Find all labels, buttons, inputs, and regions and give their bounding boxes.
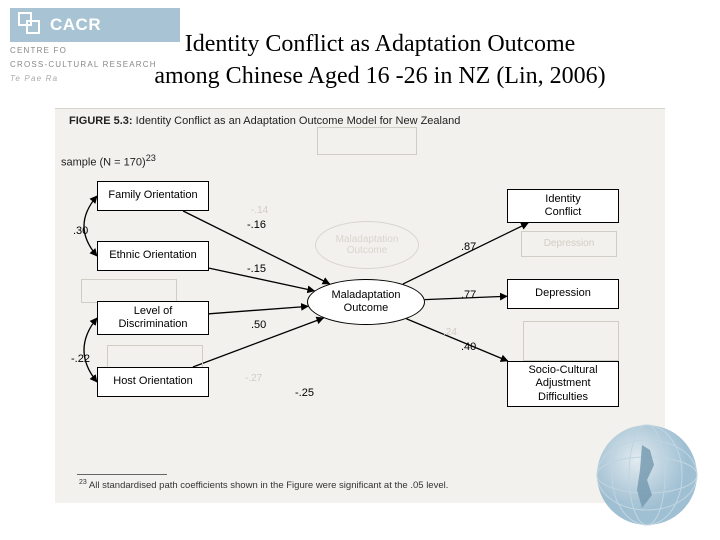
coef-label: .77 (461, 289, 476, 301)
ghost-node (81, 279, 177, 303)
logo-icon (18, 12, 44, 38)
coef-label: .87 (461, 241, 476, 253)
title-line-1: Identity Conflict as Adaptation Outcome (185, 31, 576, 57)
figure-caption-text: Identity Conflict as an Adaptation Outco… (136, 115, 461, 127)
ghost-node: MaladaptationOutcome (315, 221, 419, 269)
globe-decoration (592, 420, 702, 530)
coef-label: -.16 (247, 219, 266, 231)
node-socio: Socio-CulturalAdjustmentDifficulties (507, 361, 619, 407)
title-line-2: among Chinese Aged 16 -26 in NZ (Lin, 20… (154, 63, 605, 89)
slide-title: Identity Conflict as Adaptation Outcome … (60, 28, 700, 93)
footnote-rule (77, 474, 167, 475)
node-family: Family Orientation (97, 181, 209, 211)
coef-label: .40 (461, 341, 476, 353)
node-malad: MaladaptationOutcome (307, 279, 425, 325)
node-depr: Depression (507, 279, 619, 309)
figure-panel: FIGURE 5.3: Identity Conflict as an Adap… (55, 108, 665, 503)
node-discrim: Level ofDiscrimination (97, 301, 209, 335)
corr-coef-label: .30 (73, 225, 88, 237)
ghost-coef: -.27 (245, 373, 262, 384)
node-ethnic: Ethnic Orientation (97, 241, 209, 271)
footnote: 23 All standardised path coefficients sh… (79, 479, 448, 491)
coef-label: .50 (251, 319, 266, 331)
ghost-node (317, 127, 417, 155)
node-idconf: IdentityConflict (507, 189, 619, 223)
coef-label: -.25 (295, 387, 314, 399)
corr-coef-label: -.22 (71, 353, 90, 365)
figure-caption-prefix: FIGURE 5.3: (69, 115, 133, 127)
ghost-node (523, 321, 619, 361)
node-host: Host Orientation (97, 367, 209, 397)
figure-sample: sample (N = 170)23 (61, 153, 156, 169)
ghost-coef: -.14 (251, 205, 268, 216)
coef-label: -.15 (247, 263, 266, 275)
figure-caption: FIGURE 5.3: Identity Conflict as an Adap… (69, 115, 460, 127)
ghost-coef: .24 (443, 327, 457, 338)
ghost-node: Depression (521, 231, 617, 257)
ghost-node (107, 345, 203, 369)
path-diagram: MaladaptationOutcome Depression Family Ori… (55, 169, 665, 469)
